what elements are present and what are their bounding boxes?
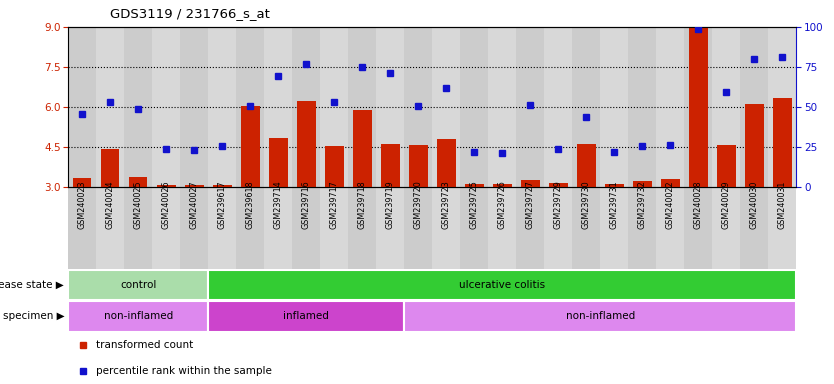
Bar — [661, 179, 680, 187]
Bar — [208, 301, 404, 331]
Bar — [349, 27, 376, 269]
Bar — [185, 185, 203, 187]
Bar — [297, 101, 315, 187]
Bar — [129, 177, 148, 187]
Bar — [404, 301, 796, 331]
Bar — [158, 185, 175, 187]
Bar — [381, 144, 399, 187]
Bar — [269, 138, 288, 187]
Bar — [489, 27, 516, 269]
Bar — [404, 27, 432, 269]
Text: non-inflamed: non-inflamed — [103, 311, 173, 321]
Bar — [633, 181, 651, 187]
Bar — [180, 27, 208, 269]
Text: disease state ▶: disease state ▶ — [0, 280, 64, 290]
Text: non-inflamed: non-inflamed — [565, 311, 635, 321]
Bar — [437, 139, 455, 187]
Bar — [236, 27, 264, 269]
Bar — [494, 184, 511, 187]
Bar — [124, 27, 153, 269]
Bar — [746, 104, 764, 187]
Bar — [712, 27, 741, 269]
Bar — [208, 27, 236, 269]
Bar — [208, 270, 796, 300]
Bar — [717, 145, 736, 187]
Text: inflamed: inflamed — [284, 311, 329, 321]
Bar — [153, 27, 180, 269]
Bar — [773, 98, 791, 187]
Bar — [572, 27, 600, 269]
Text: ulcerative colitis: ulcerative colitis — [460, 280, 545, 290]
Bar — [605, 184, 624, 187]
Bar — [409, 145, 428, 187]
Bar — [293, 27, 320, 269]
Bar — [73, 178, 92, 187]
Text: GDS3119 / 231766_s_at: GDS3119 / 231766_s_at — [110, 7, 270, 20]
Bar — [577, 144, 595, 187]
Bar — [545, 27, 572, 269]
Bar — [214, 185, 232, 187]
Bar — [690, 27, 707, 187]
Bar — [521, 180, 540, 187]
Bar — [685, 27, 712, 269]
Bar — [320, 27, 349, 269]
Bar — [241, 106, 259, 187]
Bar — [97, 27, 124, 269]
Bar — [376, 27, 404, 269]
Bar — [354, 110, 371, 187]
Bar — [741, 27, 768, 269]
Bar — [460, 27, 489, 269]
Bar — [550, 183, 568, 187]
Bar — [68, 27, 97, 269]
Bar — [432, 27, 460, 269]
Text: transformed count: transformed count — [96, 340, 193, 350]
Bar — [768, 27, 796, 269]
Bar — [68, 301, 208, 331]
Bar — [465, 184, 484, 187]
Text: percentile rank within the sample: percentile rank within the sample — [96, 366, 272, 376]
Bar — [325, 146, 344, 187]
Bar — [264, 27, 293, 269]
Bar — [600, 27, 629, 269]
Bar — [101, 149, 119, 187]
Bar — [656, 27, 685, 269]
Bar — [629, 27, 656, 269]
Text: control: control — [120, 280, 157, 290]
Bar — [516, 27, 545, 269]
Text: specimen ▶: specimen ▶ — [3, 311, 64, 321]
Bar — [68, 270, 208, 300]
